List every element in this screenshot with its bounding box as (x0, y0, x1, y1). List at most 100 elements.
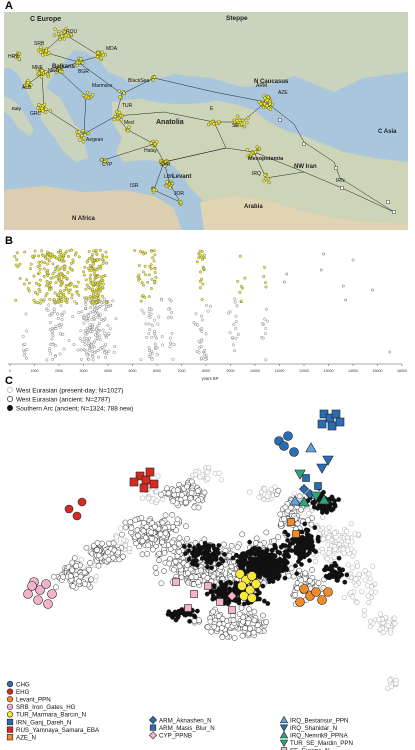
timeline-sample-point (51, 275, 55, 279)
map-sample-point (86, 131, 90, 136)
timeline-sample-point (238, 254, 242, 258)
timeline-sample-point (64, 285, 68, 288)
legend-group-marker (279, 724, 289, 732)
timeline-sample-point (148, 265, 152, 268)
timeline-sample-point (44, 294, 48, 298)
timeline-sample-point (139, 358, 143, 361)
timeline-sample-point (71, 315, 75, 318)
map-sample-point (267, 180, 271, 185)
timeline-sample-point (108, 303, 112, 307)
pca-point-present-day (93, 573, 100, 579)
panel-letter-c: C (5, 375, 13, 387)
timeline-sample-point (155, 346, 159, 350)
timeline-sample-point (68, 266, 72, 270)
pca-point-ancient (263, 529, 270, 536)
timeline-sample-point (62, 347, 66, 351)
pca-point-present-day (387, 677, 393, 683)
map-site-label: E (210, 106, 214, 112)
pca-point-southern-arc (286, 554, 292, 559)
timeline-sample-point (53, 255, 57, 259)
map-sample-point (153, 142, 157, 146)
pca-point-present-day (359, 589, 365, 595)
timeline-sample-point (200, 356, 203, 360)
timeline-sample-point (53, 344, 57, 347)
timeline-sample-point (84, 316, 88, 320)
map-sample-square (278, 118, 282, 122)
pca-point-present-day (385, 686, 391, 692)
timeline-sample-point (14, 298, 18, 302)
timeline-sample-point (96, 330, 100, 334)
timeline-sample-point (46, 309, 50, 312)
timeline-sample-point (63, 275, 67, 278)
timeline-sample-point (93, 340, 96, 343)
timeline-sample-point (94, 311, 97, 315)
pca-point-ancient (148, 529, 155, 536)
timeline-sample-point (42, 267, 46, 271)
map-site-label: ISR (130, 183, 139, 189)
timeline-sample-point (55, 256, 59, 260)
pca-point-ancient (255, 627, 262, 634)
timeline-sample-point (155, 336, 158, 340)
map-sample-point (42, 102, 47, 107)
map-sample-point (17, 52, 22, 56)
map-sample-point (52, 33, 57, 37)
map-site-label: SE (232, 123, 239, 129)
pca-point-arm-masis-blur-n (302, 474, 310, 482)
timeline-sample-point (197, 256, 201, 260)
timeline-sample-point (87, 250, 91, 253)
map-sample-point (119, 118, 123, 122)
pca-point-ancient (127, 519, 134, 526)
timeline-sample-point (202, 253, 206, 257)
timeline-sample-point (150, 308, 153, 311)
timeline-sample-point (152, 259, 156, 263)
timeline-sample-point (240, 284, 243, 288)
timeline-sample-point (42, 275, 46, 278)
map-sample-point (56, 32, 61, 36)
timeline-sample-point (94, 249, 98, 252)
timeline-sample-point (139, 299, 143, 303)
pca-point-southern-arc (335, 575, 340, 581)
pca-point-ancient (201, 489, 208, 496)
pca-point-present-day (370, 563, 376, 569)
pca-point-ancient (234, 544, 241, 551)
timeline-sample-point (152, 249, 156, 253)
timeline-sample-point (72, 299, 76, 303)
pca-point-tur-marmara-barc-n-n (251, 579, 261, 589)
timeline-sample-point (41, 299, 45, 303)
timeline-sample-point (153, 329, 156, 333)
map-sample-point (170, 181, 175, 186)
map-sample-square (340, 186, 344, 190)
map-sample-point (103, 160, 107, 164)
map-sample-point (112, 117, 116, 122)
pca-point-ancient (210, 608, 217, 615)
timeline-sample-point (65, 301, 69, 304)
pca-point-ancient (167, 546, 174, 552)
pca-point-ancient (70, 583, 77, 590)
pca-point-present-day (341, 550, 347, 556)
timeline-sample-square (285, 272, 289, 276)
timeline-sample-point (102, 319, 105, 322)
timeline-sample-point (93, 304, 97, 308)
pca-point-southern-arc (276, 563, 282, 568)
timeline-sample-point (67, 339, 71, 342)
timeline-sample-point (91, 281, 95, 285)
pca-point-ancient (115, 549, 122, 556)
pca-point-srb-iron-gates-hg (41, 579, 51, 589)
pca-point-ancient (167, 555, 173, 562)
pca-point-southern-arc (234, 552, 239, 558)
map-sample-point (236, 114, 240, 119)
timeline-sample-point (234, 327, 238, 330)
pca-point-present-day (291, 490, 297, 497)
timeline-sample-point (77, 255, 81, 259)
legend-group-marker (280, 747, 288, 750)
timeline-sample-point (234, 320, 238, 323)
pca-point-southern-arc (250, 556, 256, 562)
pca-point-present-day (325, 535, 331, 541)
timeline-sample-point (25, 356, 28, 360)
timeline-sample-point (233, 297, 237, 301)
pca-point-present-day (264, 493, 271, 499)
sample-date-timeline: 0 1000 2000 3000 4000 5000 6000 7000 8000 9000 100… (8, 248, 407, 381)
timeline-sample-point (87, 285, 91, 289)
timeline-sample-point (90, 268, 93, 272)
pca-point-southern-arc (181, 544, 187, 549)
